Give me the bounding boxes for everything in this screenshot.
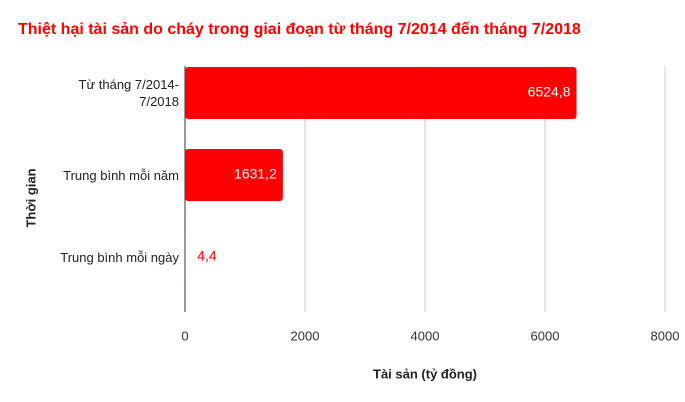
value-label: 6524,8 bbox=[528, 84, 571, 100]
x-tick-label: 4000 bbox=[411, 328, 440, 343]
x-axis-label: Tài sản (tỷ đồng) bbox=[373, 366, 477, 381]
value-label: 4,4 bbox=[197, 248, 217, 264]
x-tick-label: 8000 bbox=[651, 328, 680, 343]
y-tick-label: Từ tháng 7/2014-7/2018 bbox=[78, 77, 180, 109]
y-axis-label: Thời gian bbox=[23, 168, 38, 227]
y-tick-label: Trung bình mỗi ngày bbox=[60, 249, 179, 265]
x-tick-label: 6000 bbox=[531, 328, 560, 343]
x-tick-label: 0 bbox=[181, 328, 188, 343]
chart-title: Thiệt hại tài sản do cháy trong giai đoạ… bbox=[18, 21, 581, 38]
x-tick-label: 2000 bbox=[291, 328, 320, 343]
bar bbox=[185, 149, 283, 201]
bar bbox=[185, 67, 577, 119]
value-label: 1631,2 bbox=[234, 166, 277, 182]
y-tick-label: Trung bình mỗi năm bbox=[63, 167, 179, 183]
